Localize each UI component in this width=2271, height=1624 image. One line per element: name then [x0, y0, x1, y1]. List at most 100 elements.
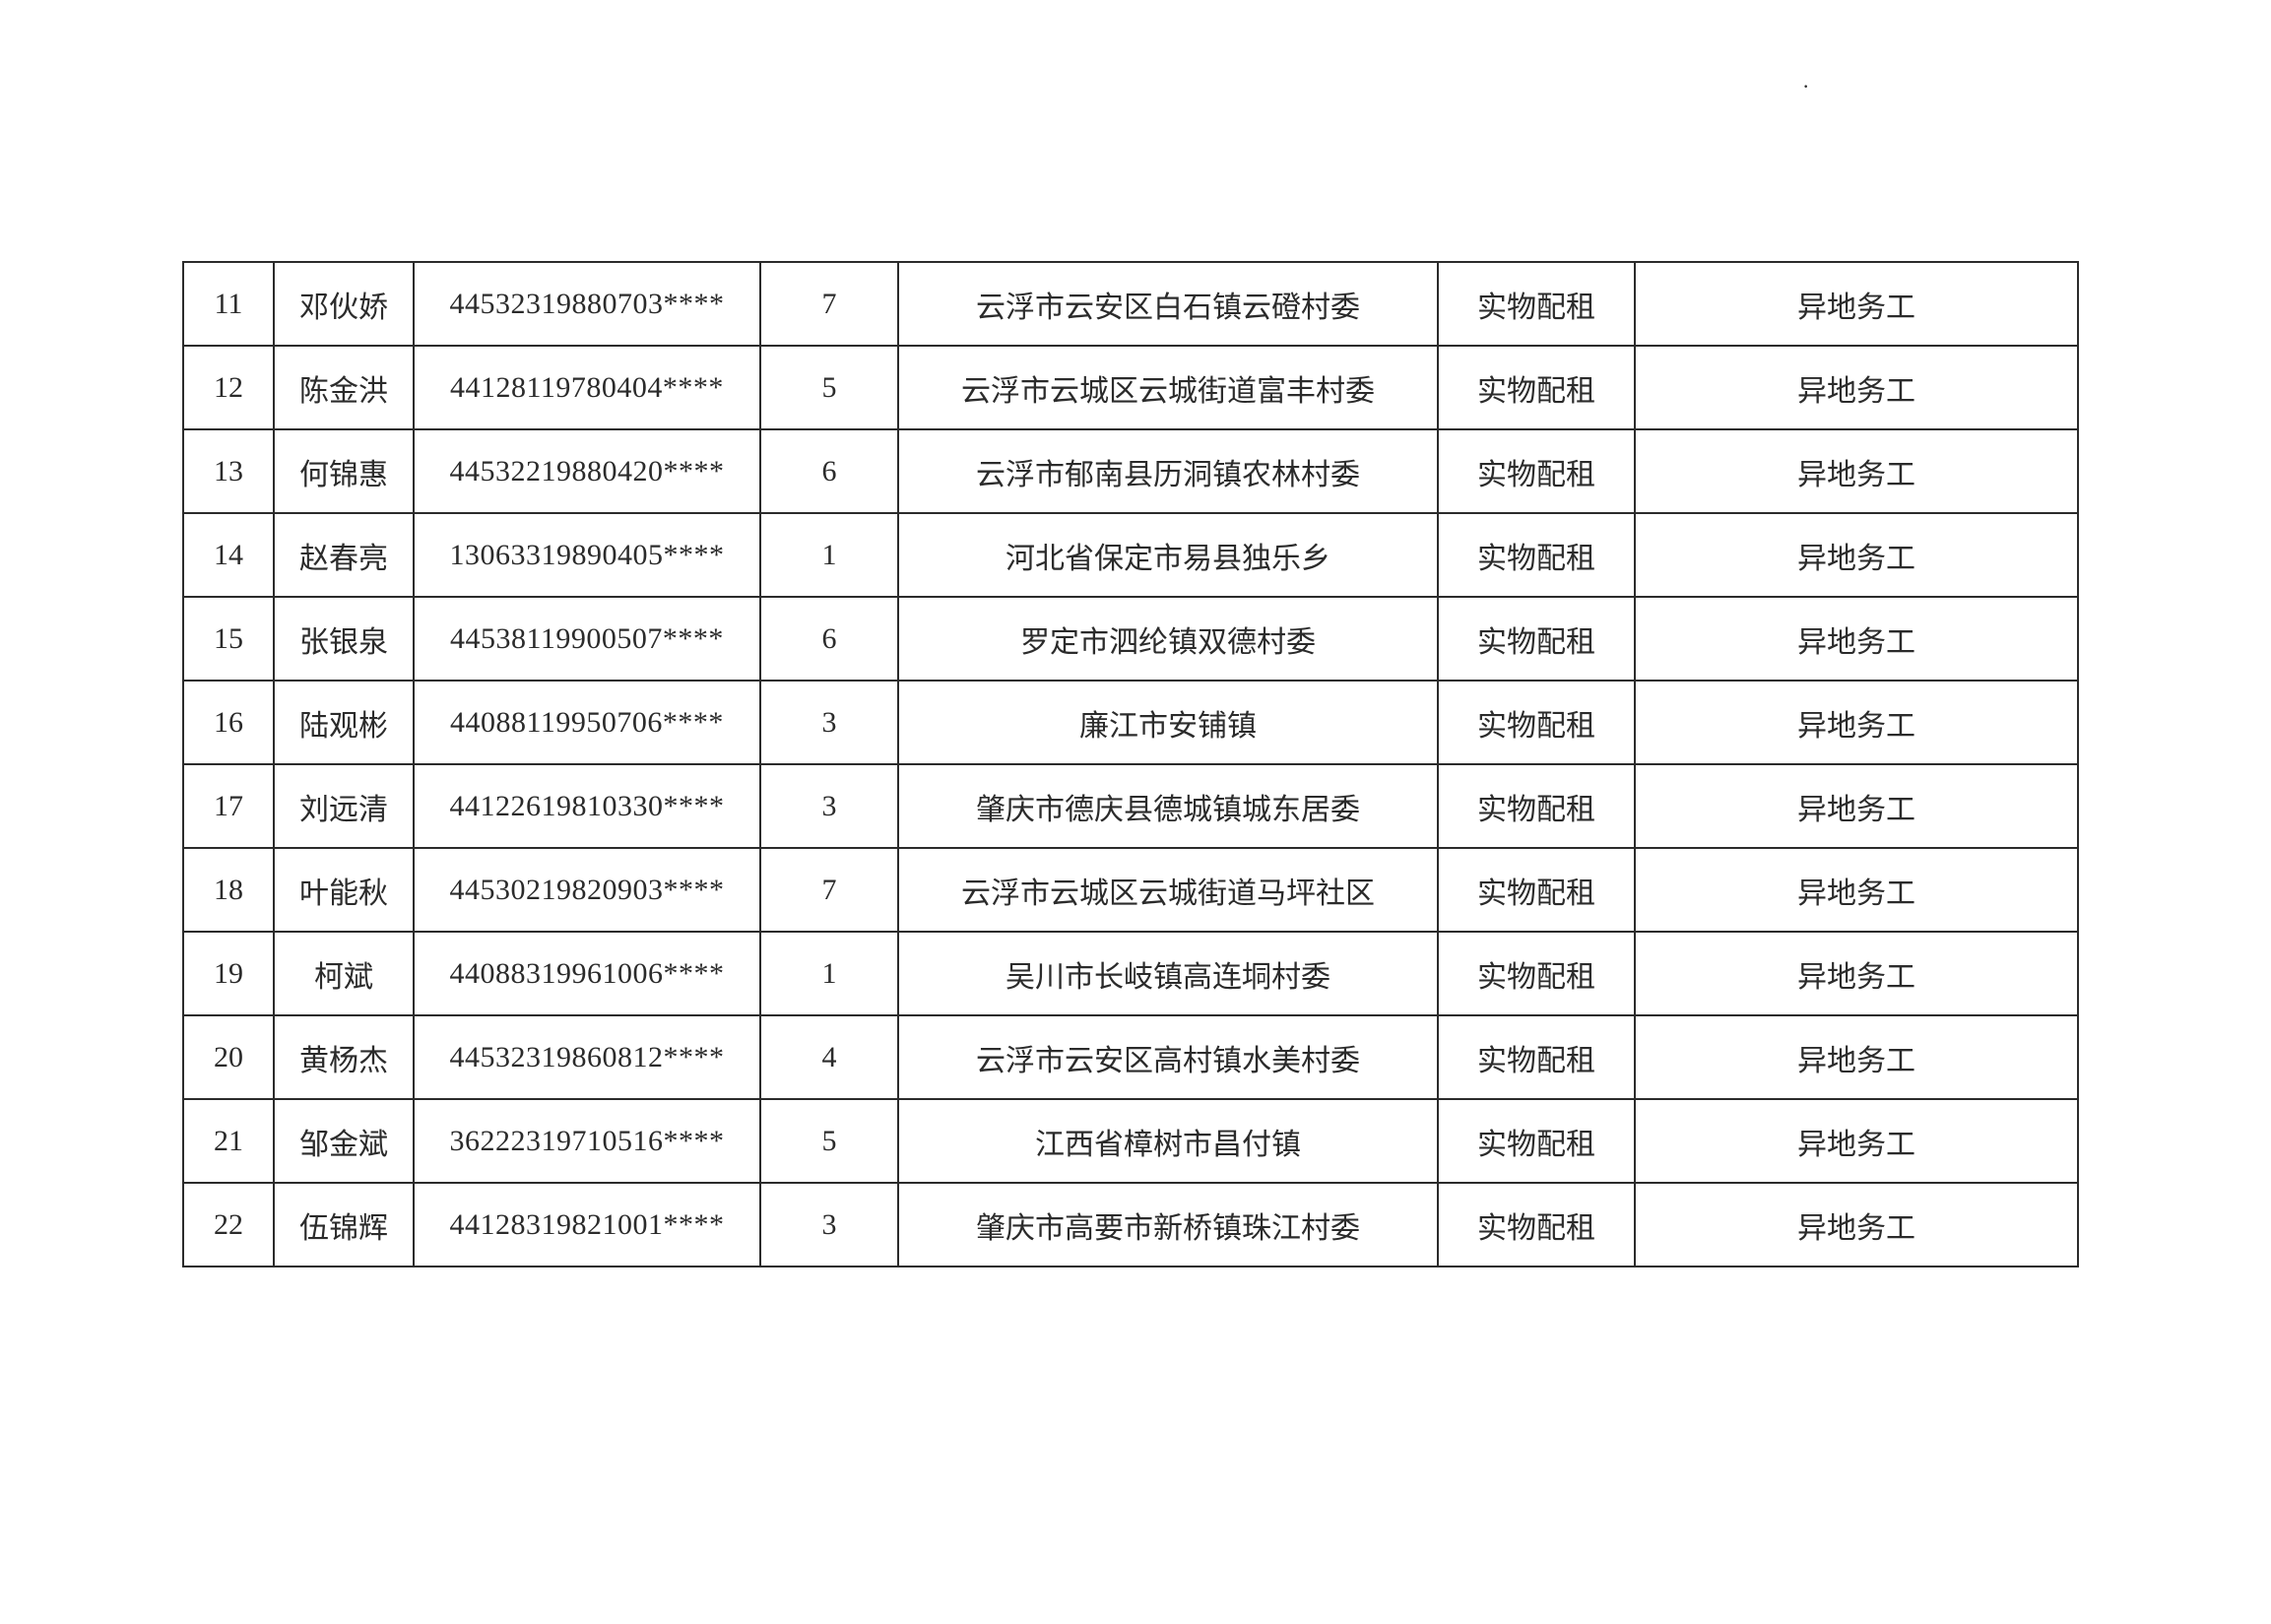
cell-name: 何锦惠: [274, 429, 414, 513]
table-row: 11邓伙娇44532319880703****7云浮市云安区白石镇云磴村委实物配…: [183, 262, 2078, 346]
cell-address: 云浮市云城区云城街道富丰村委: [898, 346, 1438, 429]
cell-category: 异地务工: [1635, 1183, 2078, 1267]
cell-allocation: 实物配租: [1438, 1015, 1635, 1099]
cell-address: 廉江市安铺镇: [898, 681, 1438, 764]
cell-id_number: 44530219820903****: [414, 848, 760, 932]
cell-category: 异地务工: [1635, 1015, 2078, 1099]
table-row: 20黄杨杰44532319860812****4云浮市云安区高村镇水美村委实物配…: [183, 1015, 2078, 1099]
cell-address: 云浮市云安区白石镇云磴村委: [898, 262, 1438, 346]
table-row: 22伍锦辉44128319821001****3肇庆市高要市新桥镇珠江村委实物配…: [183, 1183, 2078, 1267]
cell-idx: 15: [183, 597, 274, 681]
cell-id_number: 44532319860812****: [414, 1015, 760, 1099]
cell-name: 刘远清: [274, 764, 414, 848]
table-row: 19柯斌44088319961006****1吴川市长岐镇高连垌村委实物配租异地…: [183, 932, 2078, 1015]
cell-category: 异地务工: [1635, 681, 2078, 764]
table-row: 14赵春亮13063319890405****1河北省保定市易县独乐乡实物配租异…: [183, 513, 2078, 597]
cell-allocation: 实物配租: [1438, 681, 1635, 764]
cell-allocation: 实物配租: [1438, 1183, 1635, 1267]
cell-household: 3: [760, 681, 898, 764]
cell-household: 7: [760, 848, 898, 932]
cell-idx: 18: [183, 848, 274, 932]
page-container: · 11邓伙娇44532319880703****7云浮市云安区白石镇云磴村委实…: [0, 0, 2271, 1624]
cell-category: 异地务工: [1635, 597, 2078, 681]
cell-allocation: 实物配租: [1438, 346, 1635, 429]
cell-allocation: 实物配租: [1438, 597, 1635, 681]
cell-allocation: 实物配租: [1438, 1099, 1635, 1183]
cell-idx: 16: [183, 681, 274, 764]
cell-address: 肇庆市高要市新桥镇珠江村委: [898, 1183, 1438, 1267]
cell-id_number: 44088119950706****: [414, 681, 760, 764]
cell-allocation: 实物配租: [1438, 429, 1635, 513]
cell-household: 1: [760, 513, 898, 597]
cell-allocation: 实物配租: [1438, 262, 1635, 346]
cell-name: 叶能秋: [274, 848, 414, 932]
cell-address: 云浮市郁南县历洞镇农林村委: [898, 429, 1438, 513]
cell-household: 4: [760, 1015, 898, 1099]
cell-id_number: 13063319890405****: [414, 513, 760, 597]
cell-address: 河北省保定市易县独乐乡: [898, 513, 1438, 597]
cell-category: 异地务工: [1635, 848, 2078, 932]
cell-household: 7: [760, 262, 898, 346]
cell-idx: 14: [183, 513, 274, 597]
cell-name: 黄杨杰: [274, 1015, 414, 1099]
cell-address: 罗定市泗纶镇双德村委: [898, 597, 1438, 681]
cell-id_number: 44128119780404****: [414, 346, 760, 429]
table-row: 16陆观彬44088119950706****3廉江市安铺镇实物配租异地务工: [183, 681, 2078, 764]
cell-allocation: 实物配租: [1438, 513, 1635, 597]
cell-idx: 21: [183, 1099, 274, 1183]
cell-idx: 22: [183, 1183, 274, 1267]
table-row: 17刘远清44122619810330****3肇庆市德庆县德城镇城东居委实物配…: [183, 764, 2078, 848]
cell-id_number: 44532219880420****: [414, 429, 760, 513]
cell-name: 邹金斌: [274, 1099, 414, 1183]
cell-household: 3: [760, 764, 898, 848]
cell-household: 1: [760, 932, 898, 1015]
cell-name: 陈金洪: [274, 346, 414, 429]
cell-address: 肇庆市德庆县德城镇城东居委: [898, 764, 1438, 848]
table-row: 12陈金洪44128119780404****5云浮市云城区云城街道富丰村委实物…: [183, 346, 2078, 429]
cell-address: 云浮市云安区高村镇水美村委: [898, 1015, 1438, 1099]
cell-id_number: 44088319961006****: [414, 932, 760, 1015]
cell-name: 邓伙娇: [274, 262, 414, 346]
cell-id_number: 36222319710516****: [414, 1099, 760, 1183]
cell-id_number: 44122619810330****: [414, 764, 760, 848]
cell-category: 异地务工: [1635, 513, 2078, 597]
cell-address: 江西省樟树市昌付镇: [898, 1099, 1438, 1183]
table-row: 21邹金斌36222319710516****5江西省樟树市昌付镇实物配租异地务…: [183, 1099, 2078, 1183]
cell-idx: 19: [183, 932, 274, 1015]
cell-category: 异地务工: [1635, 932, 2078, 1015]
cell-id_number: 44128319821001****: [414, 1183, 760, 1267]
table-row: 15张银泉44538119900507****6罗定市泗纶镇双德村委实物配租异地…: [183, 597, 2078, 681]
cell-idx: 13: [183, 429, 274, 513]
cell-household: 5: [760, 1099, 898, 1183]
cell-household: 6: [760, 597, 898, 681]
cell-category: 异地务工: [1635, 764, 2078, 848]
cell-allocation: 实物配租: [1438, 932, 1635, 1015]
cell-category: 异地务工: [1635, 346, 2078, 429]
cell-address: 吴川市长岐镇高连垌村委: [898, 932, 1438, 1015]
cell-allocation: 实物配租: [1438, 848, 1635, 932]
cell-name: 张银泉: [274, 597, 414, 681]
table-body: 11邓伙娇44532319880703****7云浮市云安区白石镇云磴村委实物配…: [183, 262, 2078, 1267]
cell-idx: 17: [183, 764, 274, 848]
cell-household: 3: [760, 1183, 898, 1267]
cell-name: 赵春亮: [274, 513, 414, 597]
data-table: 11邓伙娇44532319880703****7云浮市云安区白石镇云磴村委实物配…: [182, 261, 2079, 1267]
cell-name: 伍锦辉: [274, 1183, 414, 1267]
cell-idx: 20: [183, 1015, 274, 1099]
cell-category: 异地务工: [1635, 1099, 2078, 1183]
scan-dot: ·: [1802, 74, 1809, 99]
table-row: 18叶能秋44530219820903****7云浮市云城区云城街道马坪社区实物…: [183, 848, 2078, 932]
cell-category: 异地务工: [1635, 262, 2078, 346]
cell-name: 柯斌: [274, 932, 414, 1015]
cell-address: 云浮市云城区云城街道马坪社区: [898, 848, 1438, 932]
table-row: 13何锦惠44532219880420****6云浮市郁南县历洞镇农林村委实物配…: [183, 429, 2078, 513]
cell-name: 陆观彬: [274, 681, 414, 764]
cell-idx: 11: [183, 262, 274, 346]
cell-household: 5: [760, 346, 898, 429]
cell-household: 6: [760, 429, 898, 513]
cell-allocation: 实物配租: [1438, 764, 1635, 848]
cell-idx: 12: [183, 346, 274, 429]
cell-id_number: 44538119900507****: [414, 597, 760, 681]
cell-id_number: 44532319880703****: [414, 262, 760, 346]
cell-category: 异地务工: [1635, 429, 2078, 513]
